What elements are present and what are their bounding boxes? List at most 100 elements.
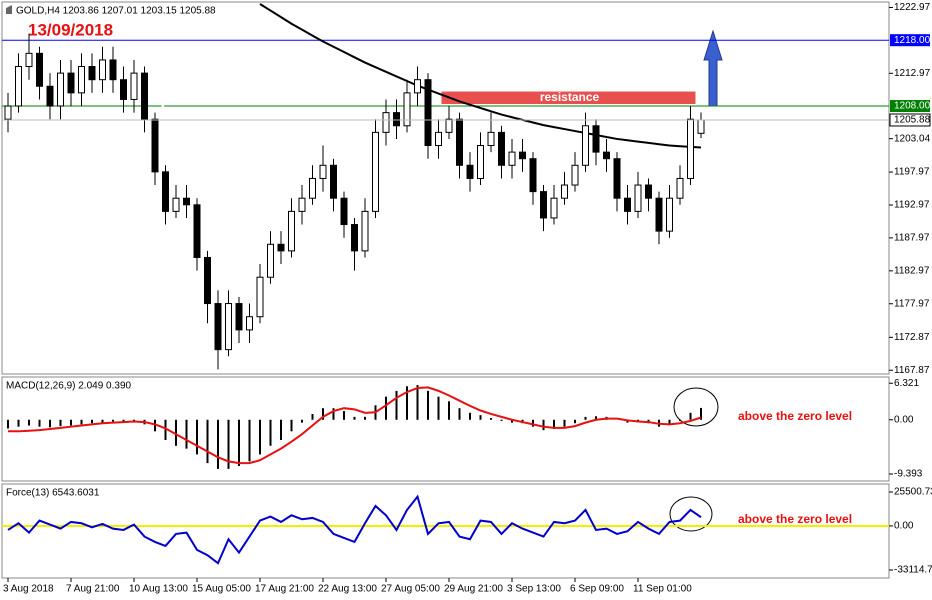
candle-body	[256, 276, 264, 318]
histogram-bar	[385, 396, 387, 420]
histogram-bar	[532, 419, 534, 427]
y-tick-label: 1222.97	[894, 2, 931, 13]
candle-body	[141, 72, 148, 120]
y-tick-label: 1182.97	[894, 265, 930, 276]
candle-body	[120, 79, 127, 100]
y-tick-label: 0.00	[894, 521, 914, 532]
candle-body	[88, 66, 96, 81]
y-tick-label: 1187.97	[894, 233, 930, 244]
candle-body	[393, 112, 400, 127]
y-tick-label: 1197.97	[894, 167, 930, 178]
histogram-bar	[448, 401, 450, 420]
candle-body	[414, 79, 421, 94]
histogram-bar	[511, 419, 513, 423]
histogram-bar	[437, 396, 440, 420]
histogram-bar	[217, 419, 219, 469]
y-tick-label: 25500.73	[894, 487, 932, 498]
level-label: 1218.00	[894, 35, 931, 46]
x-tick-label: 22 Aug 13:00	[318, 584, 377, 595]
candle-body	[456, 118, 463, 166]
y-tick-label: 1192.97	[894, 200, 930, 211]
histogram-bar	[301, 419, 303, 423]
y-tick-label: 0.00	[894, 414, 914, 425]
histogram-bar	[175, 419, 177, 446]
x-tick-label: 7 Aug 21:00	[66, 584, 120, 595]
candle-body	[172, 197, 180, 212]
histogram-bar	[395, 390, 398, 420]
candle-body	[697, 119, 705, 134]
histogram-bar	[584, 416, 587, 420]
y-tick-label: -9.393	[894, 469, 923, 480]
histogram-bar	[406, 386, 408, 420]
candle-body	[477, 145, 484, 179]
candle-body	[36, 52, 43, 87]
candle-body	[193, 204, 201, 258]
candle-body	[550, 197, 558, 219]
date-annotation: 13/09/2018	[28, 20, 113, 39]
x-tick-label: 15 Aug 05:00	[192, 584, 251, 595]
level-label: 1208.00	[894, 101, 931, 112]
candle-body	[645, 184, 652, 199]
macd-title: MACD(12,26,9) 2.049 0.390	[6, 381, 132, 392]
chart-title: GOLD,H4 1203.86 1207.01 1203.15 1205.88	[16, 6, 216, 17]
histogram-bar	[59, 419, 62, 427]
histogram-bar	[322, 408, 324, 420]
histogram-bar	[17, 419, 20, 427]
histogram-bar	[164, 419, 167, 440]
level-label-box	[890, 34, 930, 47]
level-label-box	[890, 100, 930, 113]
candle-body	[288, 210, 295, 252]
y-tick-label: 6.321	[894, 378, 919, 389]
x-tick-label: 3 Sep 13:00	[507, 584, 561, 595]
histogram-bar	[80, 419, 83, 425]
candle-body	[235, 303, 243, 331]
candle-body	[424, 79, 432, 147]
histogram-bar	[185, 419, 188, 449]
candle-body	[46, 85, 54, 107]
histogram-bar	[563, 419, 566, 427]
macd-annotation: above the zero level	[738, 409, 852, 423]
histogram-bar	[364, 416, 366, 420]
up-arrow	[703, 29, 723, 107]
candle-body	[183, 197, 190, 206]
y-tick-label: -33114.75	[894, 565, 932, 576]
histogram-bar	[227, 419, 230, 469]
candle-body	[529, 158, 537, 193]
candle-body	[130, 72, 138, 100]
candle-body	[634, 184, 642, 212]
histogram-bar	[91, 419, 93, 424]
candle-body	[445, 118, 453, 133]
y-tick-label: 1212.97	[894, 68, 931, 79]
histogram-bar	[196, 419, 198, 455]
histogram-bar	[101, 419, 104, 423]
histogram-bar	[595, 416, 597, 420]
y-tick-label: 1172.87	[894, 332, 930, 343]
candle-body	[109, 59, 117, 81]
histogram-bar	[311, 413, 314, 420]
candle-body	[99, 59, 106, 81]
x-tick-label: 11 Sep 01:00	[633, 584, 692, 595]
candle-body	[603, 151, 610, 160]
histogram-bar	[280, 419, 282, 440]
histogram-bar	[112, 419, 114, 422]
histogram-bar	[343, 411, 345, 420]
x-tick-label: 3 Aug 2018	[3, 584, 54, 595]
force-title: Force(13) 6543.6031	[6, 488, 100, 499]
histogram-bar	[700, 407, 702, 420]
candle-body	[319, 164, 327, 179]
histogram-bar	[269, 419, 272, 446]
force-annotation: above the zero level	[738, 512, 852, 526]
candle-body	[330, 164, 337, 199]
histogram-bar	[416, 385, 419, 420]
plot-area	[7, 385, 702, 469]
candle-body	[372, 131, 379, 212]
candle-body	[676, 177, 684, 199]
candle-body	[298, 197, 306, 212]
histogram-bar	[206, 419, 209, 464]
histogram-bar	[490, 418, 492, 420]
candle-body	[78, 66, 85, 94]
candle-body	[214, 303, 222, 351]
plot-area	[2, 494, 889, 565]
y-tick-label: 1177.97	[894, 298, 930, 309]
